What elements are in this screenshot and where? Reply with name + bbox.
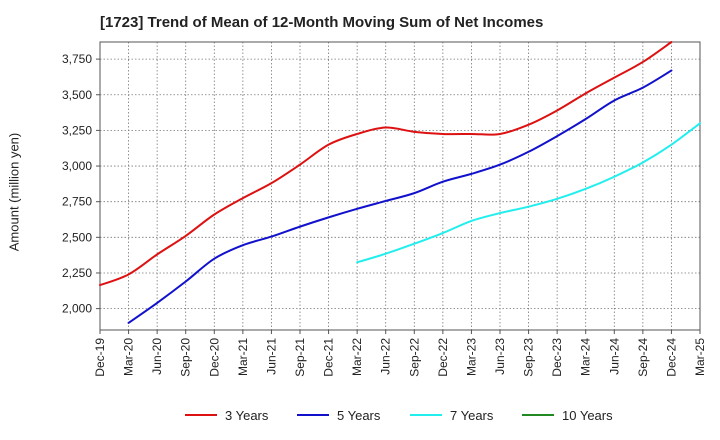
y-tick-label: 2,000 — [62, 302, 92, 316]
x-tick-label: Dec-22 — [436, 338, 450, 377]
x-tick-label: Sep-20 — [179, 338, 193, 377]
x-tick-label: Dec-21 — [322, 338, 336, 377]
x-tick-label: Dec-20 — [207, 338, 221, 377]
series-line-7-years — [356, 122, 701, 264]
x-tick-label: Jun-24 — [607, 338, 621, 375]
plot-frame — [99, 41, 701, 331]
series-lines — [99, 41, 701, 324]
x-tick-label: Mar-21 — [236, 338, 250, 376]
series-line-3-years — [99, 41, 673, 287]
x-tick-label: Jun-22 — [379, 338, 393, 375]
y-tick-label: 3,250 — [62, 123, 92, 137]
legend-label-5-years: 5 Years — [337, 408, 381, 423]
axes: 2,000 2,250 2,500 2,750 3,000 3,250 3,500 3,750… — [62, 41, 707, 377]
x-tick-label: Dec-19 — [93, 338, 107, 377]
x-tick-label: Dec-23 — [550, 338, 564, 377]
x-tick-label: Sep-24 — [636, 338, 650, 377]
chart-title: [1723] Trend of Mean of 12-Month Moving … — [100, 14, 544, 31]
x-tick-label: Mar-25 — [693, 338, 707, 376]
x-tick-label: Mar-20 — [122, 338, 136, 376]
x-tick-label: Jun-20 — [150, 338, 164, 375]
y-tick-label: 2,500 — [62, 230, 92, 244]
y-tick-label: 3,750 — [62, 52, 92, 66]
grid-lines — [100, 42, 700, 330]
x-tick-label: Jun-23 — [493, 338, 507, 375]
x-tick-label: Mar-22 — [350, 338, 364, 376]
legend-label-3-years: 3 Years — [225, 408, 269, 423]
x-tick-label: Sep-23 — [522, 338, 536, 377]
x-tick-label: Sep-21 — [293, 338, 307, 377]
x-tick-label: Dec-24 — [664, 338, 678, 377]
y-tick-label: 3,000 — [62, 159, 92, 173]
x-tick-label: Jun-21 — [264, 338, 278, 375]
y-tick-label: 2,250 — [62, 266, 92, 280]
legend: 3 Years 5 Years 7 Years 10 Years — [185, 408, 613, 423]
y-tick-label: 2,750 — [62, 195, 92, 209]
series-line-5-years — [127, 69, 673, 324]
x-tick-label: Mar-23 — [464, 338, 478, 376]
x-tick-label: Mar-24 — [579, 338, 593, 376]
legend-label-10-years: 10 Years — [562, 408, 613, 423]
legend-label-7-years: 7 Years — [450, 408, 494, 423]
x-tick-label: Sep-22 — [407, 338, 421, 377]
y-tick-label: 3,500 — [62, 88, 92, 102]
